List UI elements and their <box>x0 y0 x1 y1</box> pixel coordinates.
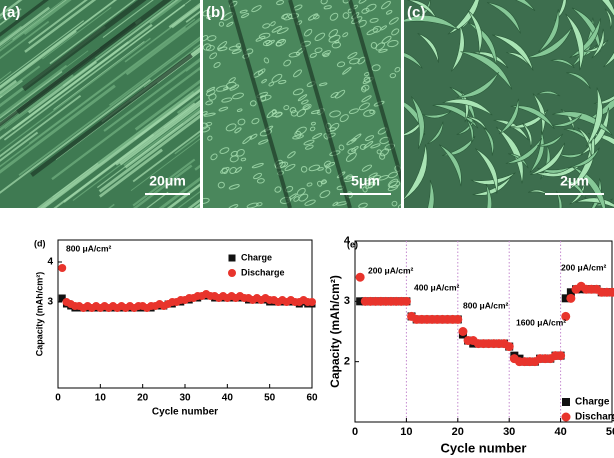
x-tick-label: 40 <box>222 393 234 404</box>
x-tick-label: 50 <box>606 426 614 438</box>
y-tick-label: 4 <box>344 235 351 247</box>
panel-label: (e) <box>347 239 358 249</box>
x-axis-label: Cycle number <box>441 440 527 455</box>
panel-label: (b) <box>206 4 225 21</box>
legend-marker <box>562 398 570 406</box>
y-axis-label: Capacity (mAh/cm²) <box>328 275 342 388</box>
data-point <box>58 294 66 302</box>
x-tick-label: 20 <box>452 426 464 438</box>
plot-frame <box>57 239 313 389</box>
y-tick-label: 3 <box>344 295 350 307</box>
data-point <box>356 297 365 306</box>
x-tick-label: 0 <box>352 426 358 438</box>
plot-frame <box>354 240 613 423</box>
y-tick-label: 2 <box>344 356 350 368</box>
y-tick-label: 3 <box>47 297 53 308</box>
data-point <box>458 327 468 336</box>
panel-label: (d) <box>34 238 46 248</box>
annotation: 1600 μA/cm² <box>516 317 566 327</box>
annotation: 800 μA/cm² <box>66 243 112 253</box>
legend-label: Charge <box>241 252 272 262</box>
legend-marker <box>228 254 236 262</box>
scale-label: 5μm <box>351 173 380 189</box>
data-point <box>561 311 571 321</box>
x-tick-label: 60 <box>306 393 318 404</box>
x-tick-label: 0 <box>55 393 61 404</box>
scale-label: 2μm <box>560 173 589 189</box>
data-point <box>556 351 566 361</box>
data-point <box>561 294 570 303</box>
annotation: 200 μA/cm² <box>368 265 414 275</box>
legend-marker <box>228 269 236 277</box>
annotation: 200 μA/cm² <box>561 262 607 272</box>
x-tick-label: 20 <box>137 393 149 404</box>
legend-label: Charge <box>575 397 610 408</box>
x-tick-label: 10 <box>95 393 107 404</box>
y-axis-label: Capacity (mAh/cm²) <box>34 272 44 357</box>
x-tick-label: 50 <box>264 393 276 404</box>
scale-label: 20μm <box>149 173 186 189</box>
x-tick-label: 30 <box>503 426 515 438</box>
legend-label: Discharge <box>241 267 285 277</box>
panel-label: (c) <box>407 4 425 21</box>
x-axis-label: Cycle number <box>152 407 218 418</box>
legend-label: Discharge <box>575 412 614 423</box>
data-point <box>607 287 614 297</box>
legend-marker <box>561 412 571 422</box>
data-point <box>308 298 316 306</box>
data-point <box>355 272 365 282</box>
x-tick-label: 40 <box>554 426 566 438</box>
annotation: 800 μA/cm² <box>463 300 509 310</box>
y-tick-label: 4 <box>47 257 53 268</box>
data-point <box>566 288 575 297</box>
data-point <box>566 293 576 303</box>
data-point <box>58 264 67 272</box>
data-point <box>401 296 411 306</box>
x-tick-label: 30 <box>179 393 191 404</box>
annotation: 400 μA/cm² <box>414 282 460 292</box>
x-tick-label: 10 <box>400 426 412 438</box>
data-point <box>504 342 514 352</box>
data-point <box>453 314 463 324</box>
panel-label: (a) <box>2 4 20 21</box>
